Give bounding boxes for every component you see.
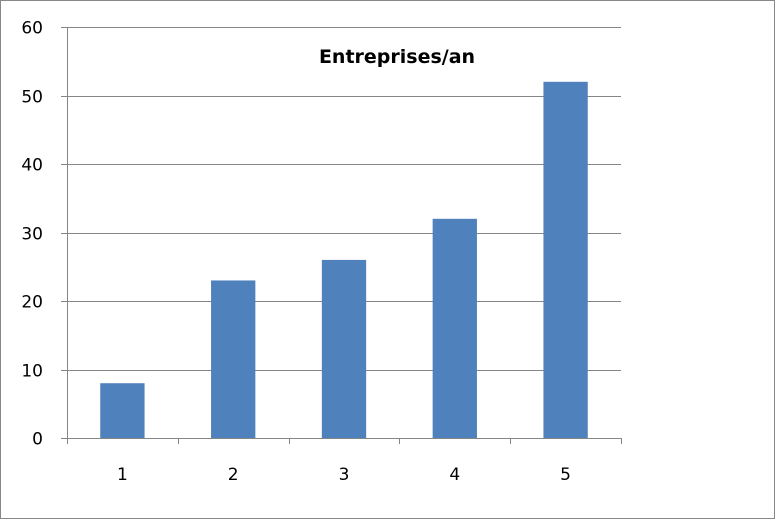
y-tick-label: 40 xyxy=(21,156,43,176)
tick-labels: 0 10 20 30 40 50 60 1 2 3 4 5 xyxy=(21,19,571,486)
bar xyxy=(543,81,588,439)
y-tick-label: 50 xyxy=(21,88,43,108)
x-tick-label: 2 xyxy=(228,465,239,485)
bar xyxy=(321,259,367,438)
gridlines xyxy=(67,27,621,371)
y-tick-label: 20 xyxy=(21,293,43,313)
x-tick-label: 3 xyxy=(339,465,350,485)
chart-title: Entreprises/an xyxy=(319,46,475,68)
x-tick-label: 4 xyxy=(449,465,460,485)
y-tick-label: 30 xyxy=(21,225,43,245)
y-tick-label: 10 xyxy=(21,362,43,382)
bars xyxy=(100,81,588,439)
x-tick-label: 1 xyxy=(117,465,128,485)
x-tick-label: 5 xyxy=(560,465,571,485)
axes xyxy=(61,27,622,444)
y-tick-label: 0 xyxy=(32,430,43,450)
y-tick-label: 60 xyxy=(21,19,43,39)
bar xyxy=(432,218,477,438)
bar xyxy=(100,383,145,438)
bar xyxy=(211,280,256,438)
